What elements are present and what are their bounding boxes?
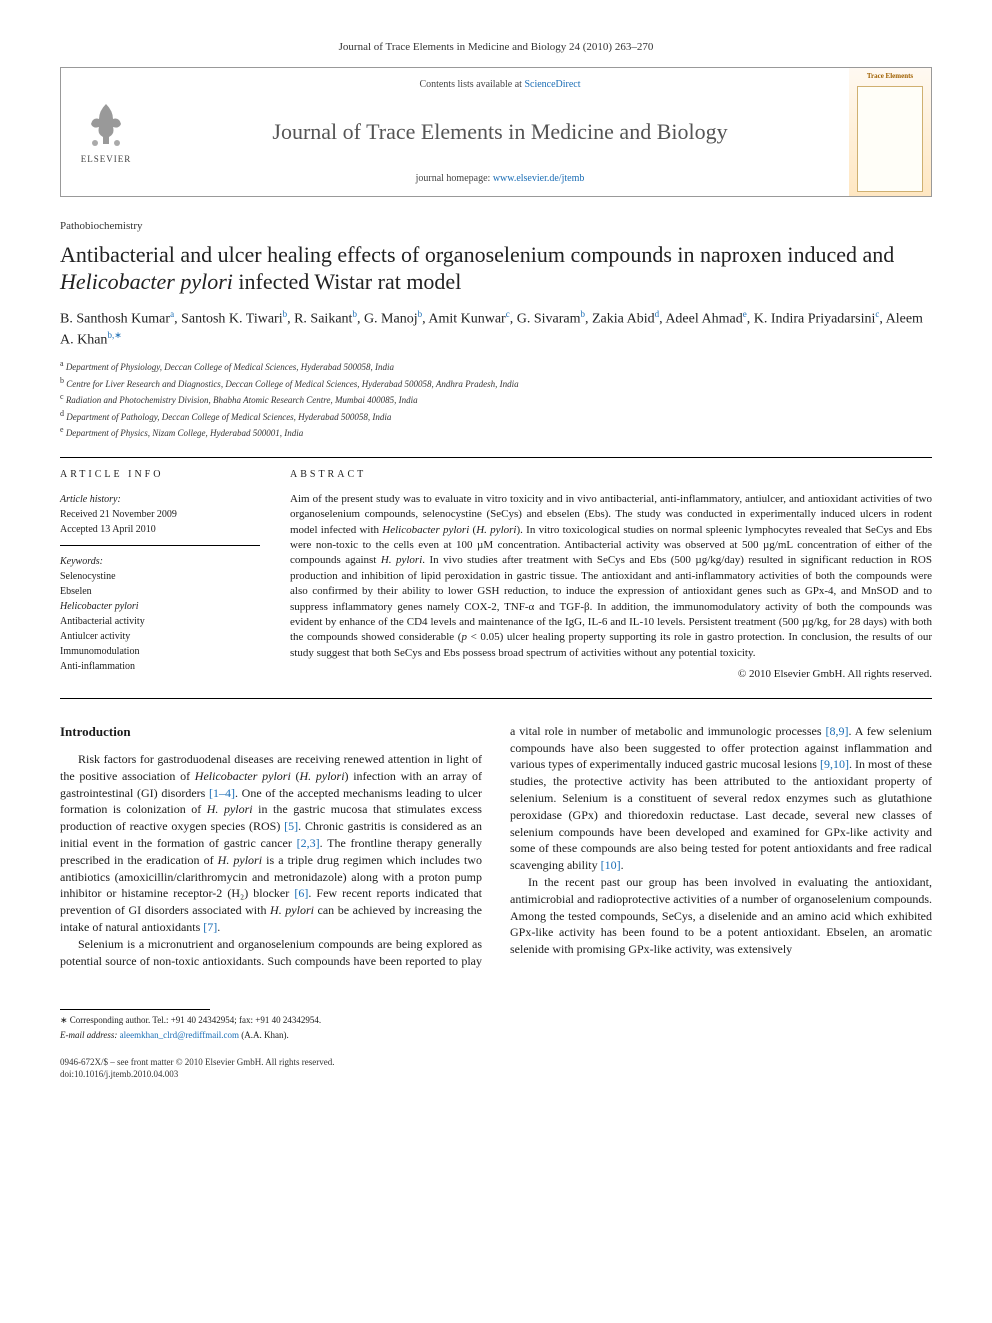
footer-divider [60, 1009, 210, 1010]
footer: ∗ Corresponding author. Tel.: +91 40 243… [60, 1009, 932, 1080]
homepage-prefix: journal homepage: [416, 173, 493, 184]
keywords-list: Selenocystine Ebselen Helicobacter pylori A… [60, 571, 145, 672]
citation-link[interactable]: [1–4] [209, 786, 235, 800]
contents-prefix: Contents lists available at [419, 79, 524, 90]
article-title: Antibacterial and ulcer healing effects … [60, 241, 932, 296]
cover-box [857, 86, 924, 192]
keyword: Immunomodulation [60, 646, 139, 657]
intro-paragraph-3: In the recent past our group has been in… [510, 874, 932, 958]
elsevier-tree-icon [81, 99, 131, 149]
journal-citation: Journal of Trace Elements in Medicine an… [60, 40, 932, 55]
citation-link[interactable]: [8,9] [825, 724, 848, 738]
info-abstract-row: ARTICLE INFO Article history: Received 2… [60, 468, 932, 690]
info-heading: ARTICLE INFO [60, 468, 260, 482]
email-link[interactable]: aleemkhan_clrd@rediffmail.com [120, 1030, 239, 1040]
keyword: Antiulcer activity [60, 631, 130, 642]
title-part2: infected Wistar rat model [233, 269, 461, 294]
citation-link[interactable]: [9,10] [820, 757, 849, 771]
corresponding-email: E-mail address: aleemkhan_clrd@rediffmai… [60, 1029, 932, 1042]
citation-link[interactable]: [10] [601, 858, 621, 872]
abstract-column: ABSTRACT Aim of the present study was to… [290, 468, 932, 690]
doi: doi:10.1016/j.jtemb.2010.04.003 [60, 1069, 178, 1079]
affiliation-line: a Department of Physiology, Deccan Colle… [60, 358, 932, 375]
affiliation-line: c Radiation and Photochemistry Division,… [60, 391, 932, 408]
affiliations: a Department of Physiology, Deccan Colle… [60, 358, 932, 441]
homepage-link[interactable]: www.elsevier.de/jtemb [493, 173, 585, 184]
abstract-heading: ABSTRACT [290, 468, 932, 482]
header-center: Contents lists available at ScienceDirec… [151, 68, 849, 196]
article-history: Article history: Received 21 November 20… [60, 492, 260, 546]
copyright: © 2010 Elsevier GmbH. All rights reserve… [290, 667, 932, 682]
affiliation-line: b Centre for Liver Research and Diagnost… [60, 375, 932, 392]
intro-paragraph-1: Risk factors for gastroduodenal diseases… [60, 751, 482, 936]
email-name: (A.A. Khan). [239, 1030, 289, 1040]
doi-block: 0946-672X/$ – see front matter © 2010 El… [60, 1056, 932, 1081]
top-rule [60, 457, 932, 458]
journal-title: Journal of Trace Elements in Medicine an… [165, 117, 835, 148]
keyword: Antibacterial activity [60, 616, 145, 627]
keyword: Helicobacter pylori [60, 601, 139, 612]
citation-link[interactable]: [6] [294, 886, 308, 900]
elsevier-logo: ELSEVIER [61, 68, 151, 196]
affiliation-line: e Department of Physics, Nizam College, … [60, 424, 932, 441]
journal-header-box: ELSEVIER Contents lists available at Sci… [60, 67, 932, 197]
title-italic: Helicobacter pylori [60, 269, 233, 294]
keywords-block: Keywords: Selenocystine Ebselen Helicobact… [60, 554, 260, 682]
accepted-date: Accepted 13 April 2010 [60, 524, 156, 535]
elsevier-label: ELSEVIER [81, 153, 132, 166]
contents-available: Contents lists available at ScienceDirec… [165, 78, 835, 92]
introduction-heading: Introduction [60, 723, 482, 741]
keywords-label: Keywords: [60, 556, 103, 567]
issn-line: 0946-672X/$ – see front matter © 2010 El… [60, 1057, 335, 1067]
history-label: Article history: [60, 494, 121, 505]
email-label: E-mail address: [60, 1030, 120, 1040]
corresponding-author: ∗ Corresponding author. Tel.: +91 40 243… [60, 1014, 932, 1027]
citation-link[interactable]: [5] [284, 819, 298, 833]
keyword: Ebselen [60, 586, 92, 597]
authors-list: B. Santhosh Kumara, Santosh K. Tiwarib, … [60, 308, 932, 351]
article-info-column: ARTICLE INFO Article history: Received 2… [60, 468, 260, 690]
journal-homepage: journal homepage: www.elsevier.de/jtemb [165, 172, 835, 186]
abstract-text: Aim of the present study was to evaluate… [290, 492, 932, 661]
bottom-rule [60, 698, 932, 699]
keyword: Anti-inflammation [60, 661, 135, 672]
keyword: Selenocystine [60, 571, 116, 582]
citation-link[interactable]: [7] [203, 920, 217, 934]
sciencedirect-link[interactable]: ScienceDirect [524, 79, 580, 90]
journal-cover-thumbnail: Trace Elements [849, 68, 931, 196]
cover-title: Trace Elements [867, 72, 913, 82]
affiliation-line: d Department of Pathology, Deccan Colleg… [60, 408, 932, 425]
title-part1: Antibacterial and ulcer healing effects … [60, 242, 894, 267]
section-label: Pathobiochemistry [60, 219, 932, 234]
body-text: Introduction Risk factors for gastroduod… [60, 723, 932, 970]
citation-link[interactable]: [2,3] [297, 836, 320, 850]
received-date: Received 21 November 2009 [60, 509, 177, 520]
